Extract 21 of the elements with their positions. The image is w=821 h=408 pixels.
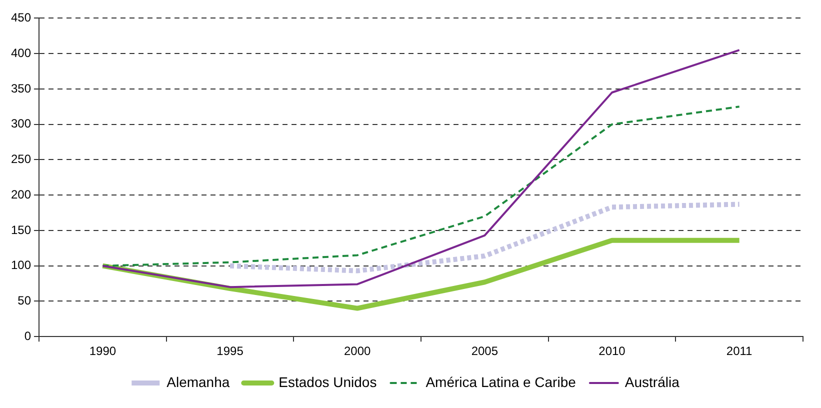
y-tick-label: 50 <box>18 294 32 308</box>
y-tick-label: 150 <box>10 222 32 237</box>
y-tick-label: 300 <box>10 116 32 131</box>
y-tick-label: 250 <box>10 152 32 166</box>
y-tick-label: 400 <box>10 46 32 60</box>
legend-label: América Latina e Caribe <box>426 374 576 390</box>
legend-label: Estados Unidos <box>278 374 377 390</box>
x-tick-label: 2011 <box>726 344 753 358</box>
y-tick-label: 200 <box>10 187 32 202</box>
x-tick-label: 2000 <box>344 344 372 358</box>
x-tick-label: 2005 <box>471 344 498 358</box>
legend-label: Austrália <box>624 374 680 390</box>
x-tick-label: 1995 <box>216 344 244 358</box>
y-tick-label: 450 <box>10 10 32 25</box>
y-tick-label: 100 <box>10 258 32 272</box>
line-series <box>102 106 740 267</box>
legend-label: Alemanha <box>166 374 230 390</box>
x-tick-label: 1990 <box>89 344 116 358</box>
x-tick-label: 2010 <box>598 344 626 358</box>
y-tick-label: 0 <box>24 328 32 343</box>
y-tick-label: 350 <box>10 81 32 96</box>
